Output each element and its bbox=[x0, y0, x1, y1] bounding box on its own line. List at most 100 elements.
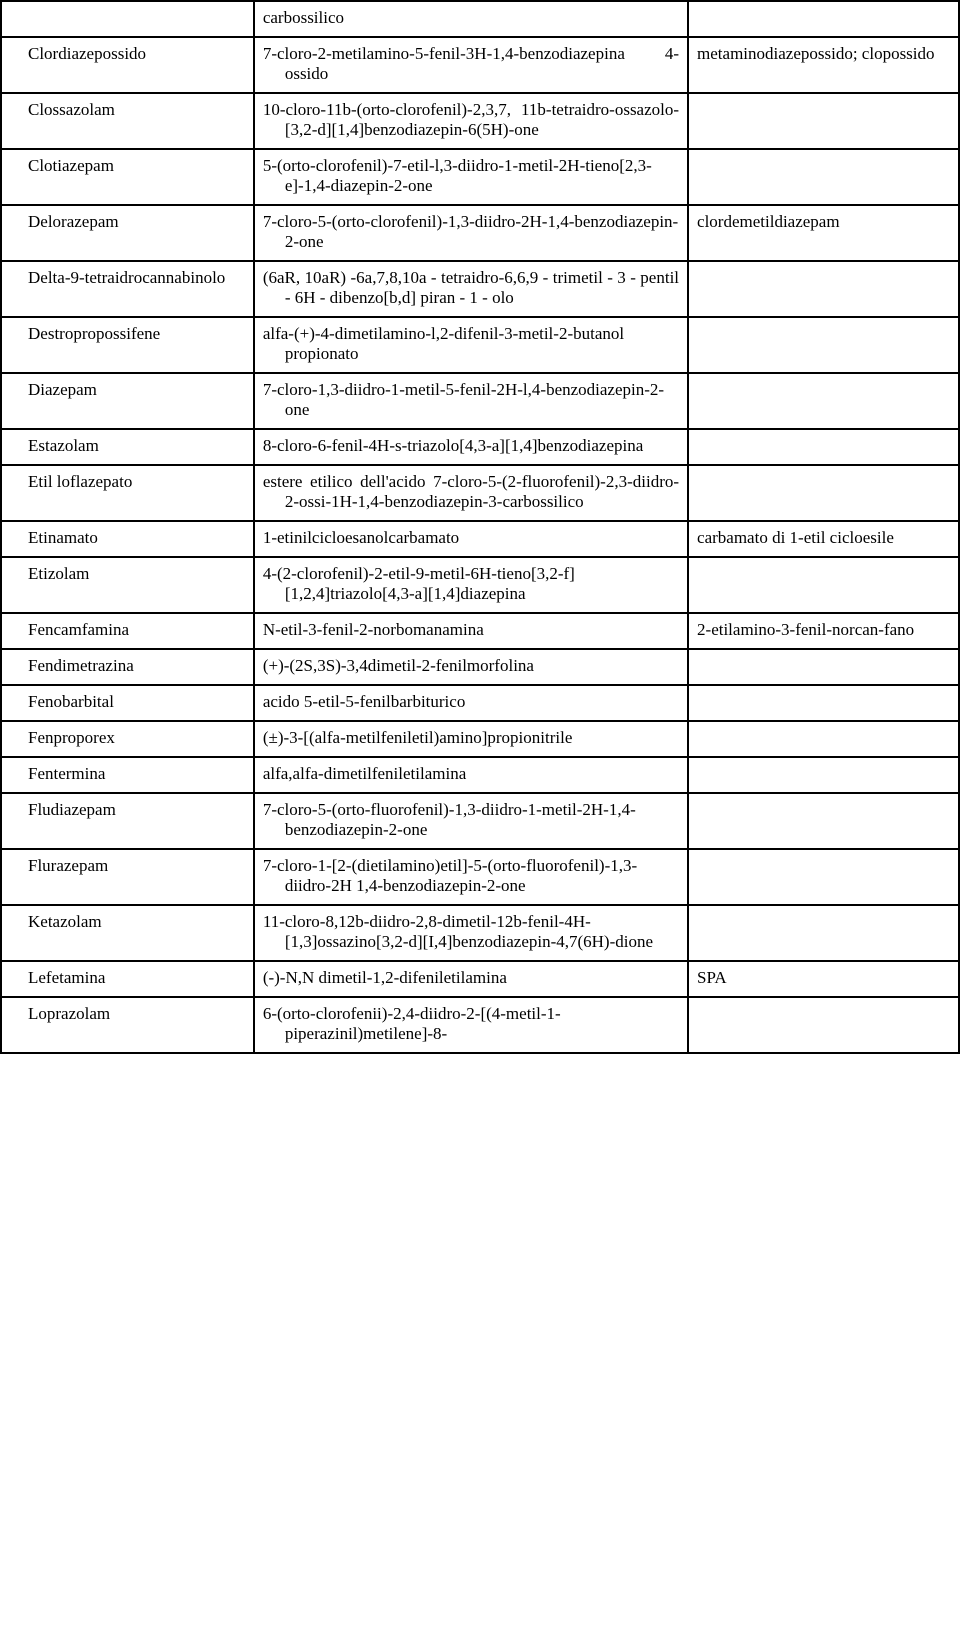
table-row: Fenproporex (±)-3-[(alfa-metilfeniletil)a… bbox=[1, 721, 959, 757]
substance-name: Flurazepam bbox=[10, 856, 245, 876]
substance-name: Fencamfamina bbox=[10, 620, 245, 640]
table-row: Destropropossifene alfa-(+)-4-dimetilamin… bbox=[1, 317, 959, 373]
chemical-name-cell: alfa-(+)-4-dimetilamino-l,2-difenil-3-me… bbox=[254, 317, 688, 373]
substance-name-cell: Etinamato bbox=[1, 521, 254, 557]
chemical-name: (±)-3-[(alfa-metilfeniletil)amino]propio… bbox=[263, 728, 679, 748]
chemical-name: 1-etinilcicloesanolcarbamato bbox=[263, 528, 679, 548]
substance-name-cell: Loprazolam bbox=[1, 997, 254, 1053]
substance-name-cell: Destropropossifene bbox=[1, 317, 254, 373]
substance-name: Fenproporex bbox=[10, 728, 245, 748]
table-row: Etinamato 1-etinilcicloesanolcarbamato car… bbox=[1, 521, 959, 557]
substance-name-cell: Fentermina bbox=[1, 757, 254, 793]
chemical-name: (-)-N,N dimetil-1,2-difeniletilamina bbox=[263, 968, 679, 988]
substance-name-cell: Clordiazepossido bbox=[1, 37, 254, 93]
table-row: Etizolam 4-(2-clorofenil)-2-etil-9-metil-… bbox=[1, 557, 959, 613]
table-row: Lefetamina (-)-N,N dimetil-1,2-difenileti… bbox=[1, 961, 959, 997]
substance-name: Destropropossifene bbox=[10, 324, 245, 344]
chemical-name: 10-cloro-11b-(orto-clorofenil)-2,3,7, 11… bbox=[263, 100, 679, 140]
chemical-name: 7-cloro-2-metilamino-5-fenil-3H-1,4-benz… bbox=[263, 44, 679, 84]
substance-name: Etizolam bbox=[10, 564, 245, 584]
substance-name: Delorazepam bbox=[10, 212, 245, 232]
chemical-name-cell: 7-cloro-1-[2-(dietilamino)etil]-5-(orto-… bbox=[254, 849, 688, 905]
chemical-name-cell: carbossilico bbox=[254, 1, 688, 37]
synonym-cell bbox=[688, 317, 959, 373]
substance-name-cell: Fludiazepam bbox=[1, 793, 254, 849]
synonym-cell bbox=[688, 93, 959, 149]
chemical-name: 8-cloro-6-fenil-4H-s-triazolo[4,3-a][1,4… bbox=[263, 436, 679, 456]
table-row: Delta-9-tetraidrocannabinolo(6aR, 10aR) … bbox=[1, 261, 959, 317]
substance-name-cell: Etil loflazepato bbox=[1, 465, 254, 521]
substance-name: Fendimetrazina bbox=[10, 656, 245, 676]
substance-name: Ketazolam bbox=[10, 912, 245, 932]
chemical-name-cell: 10-cloro-11b-(orto-clorofenil)-2,3,7, 11… bbox=[254, 93, 688, 149]
synonym: carbamato di 1-etil cicloesile bbox=[697, 528, 950, 548]
substance-name: Fenobarbital bbox=[10, 692, 245, 712]
chemical-name: 11-cloro-8,12b-diidro-2,8-dimetil-12b-fe… bbox=[263, 912, 679, 952]
chemical-name-cell: 4-(2-clorofenil)-2-etil-9-metil-6H-tieno… bbox=[254, 557, 688, 613]
chemical-name-cell: 6-(orto-clorofenii)-2,4-diidro-2-[(4-met… bbox=[254, 997, 688, 1053]
table-row: Diazepam7-cloro-1,3-diidro-1-metil-5-fen… bbox=[1, 373, 959, 429]
chemical-name-cell: 7-cloro-5-(orto-clorofenil)-1,3-diidro-2… bbox=[254, 205, 688, 261]
synonym-cell bbox=[688, 557, 959, 613]
chemical-name: 7-cloro-1,3-diidro-1-metil-5-fenil-2H-l,… bbox=[263, 380, 679, 420]
chemical-name: (+)-(2S,3S)-3,4dimetil-2-fenilmorfolina bbox=[263, 656, 679, 676]
substance-name: Etinamato bbox=[10, 528, 245, 548]
chemical-name-cell: 7-cloro-1,3-diidro-1-metil-5-fenil-2H-l,… bbox=[254, 373, 688, 429]
synonym-cell: 2-etilamino-3-fenil-norcan-fano bbox=[688, 613, 959, 649]
substance-name-cell bbox=[1, 1, 254, 37]
chemical-name: estere etilico dell'acido 7-cloro-5-(2-f… bbox=[263, 472, 679, 512]
chemical-name: N-etil-3-fenil-2-norbomanamina bbox=[263, 620, 679, 640]
substance-name: Lefetamina bbox=[10, 968, 245, 988]
chemical-name: 7-cloro-1-[2-(dietilamino)etil]-5-(orto-… bbox=[263, 856, 679, 896]
synonym-cell bbox=[688, 757, 959, 793]
table-row: Estazolam8-cloro-6-fenil-4H-s-triazolo[4… bbox=[1, 429, 959, 465]
table-row: Fenobarbital acido 5-etil-5-fenilbarbitur… bbox=[1, 685, 959, 721]
chemical-name: 5-(orto-clorofenil)-7-etil-l,3-diidro-1-… bbox=[263, 156, 679, 196]
chemical-name-cell: 7-cloro-5-(orto-fluorofenil)-1,3-diidro-… bbox=[254, 793, 688, 849]
synonym-cell bbox=[688, 261, 959, 317]
substance-name-cell: Fencamfamina bbox=[1, 613, 254, 649]
synonym-cell bbox=[688, 465, 959, 521]
chemical-name-cell: 5-(orto-clorofenil)-7-etil-l,3-diidro-1-… bbox=[254, 149, 688, 205]
synonym-cell bbox=[688, 429, 959, 465]
substance-name: Fentermina bbox=[10, 764, 245, 784]
synonym-cell bbox=[688, 721, 959, 757]
synonym-cell: clordemetildiazepam bbox=[688, 205, 959, 261]
chemical-name: acido 5-etil-5-fenilbarbiturico bbox=[263, 692, 679, 712]
substance-name-cell: Fenobarbital bbox=[1, 685, 254, 721]
substance-name-cell: Clotiazepam bbox=[1, 149, 254, 205]
substance-name-cell: Diazepam bbox=[1, 373, 254, 429]
substance-name-cell: Etizolam bbox=[1, 557, 254, 613]
table-row: Clordiazepossido 7-cloro-2-metilamino-5-f… bbox=[1, 37, 959, 93]
table-row: Etil loflazepato estere etilico dell'acid… bbox=[1, 465, 959, 521]
table-row: Fencamfamina N-etil-3-fenil-2-norbomanami… bbox=[1, 613, 959, 649]
substance-name: Loprazolam bbox=[10, 1004, 245, 1024]
chemical-name-cell: 7-cloro-2-metilamino-5-fenil-3H-1,4-benz… bbox=[254, 37, 688, 93]
chemical-name: alfa-(+)-4-dimetilamino-l,2-difenil-3-me… bbox=[263, 324, 679, 364]
table-row: Fludiazepam 7-cloro-5-(orto-fluorofenil)-… bbox=[1, 793, 959, 849]
substance-name: Etil loflazepato bbox=[10, 472, 245, 492]
substance-name-cell: Fendimetrazina bbox=[1, 649, 254, 685]
chemical-name: alfa,alfa-dimetilfeniletilamina bbox=[263, 764, 679, 784]
synonym: clordemetildiazepam bbox=[697, 212, 950, 232]
synonym-cell bbox=[688, 149, 959, 205]
chemical-name-cell: 11-cloro-8,12b-diidro-2,8-dimetil-12b-fe… bbox=[254, 905, 688, 961]
table-row: Delorazepam 7-cloro-5-(orto-clorofenil)-1… bbox=[1, 205, 959, 261]
chemical-name-cell: N-etil-3-fenil-2-norbomanamina bbox=[254, 613, 688, 649]
table-row: Loprazolam 6-(orto-clorofenii)-2,4-diidro… bbox=[1, 997, 959, 1053]
substance-name-cell: Fenproporex bbox=[1, 721, 254, 757]
synonym-cell bbox=[688, 373, 959, 429]
substance-name-cell: Delorazepam bbox=[1, 205, 254, 261]
substances-table: carbossilico Clordiazepossido 7-cloro-2-me… bbox=[0, 0, 960, 1054]
chemical-name: 7-cloro-5-(orto-fluorofenil)-1,3-diidro-… bbox=[263, 800, 679, 840]
substance-name: Clordiazepossido bbox=[10, 44, 245, 64]
substance-name-cell: Flurazepam bbox=[1, 849, 254, 905]
chemical-name: 4-(2-clorofenil)-2-etil-9-metil-6H-tieno… bbox=[263, 564, 679, 604]
chemical-name-cell: (-)-N,N dimetil-1,2-difeniletilamina bbox=[254, 961, 688, 997]
table-row: Ketazolam 11-cloro-8,12b-diidro-2,8-dimet… bbox=[1, 905, 959, 961]
synonym-cell: SPA bbox=[688, 961, 959, 997]
synonym: SPA bbox=[697, 968, 950, 988]
substance-name: Fludiazepam bbox=[10, 800, 245, 820]
chemical-name-cell: (+)-(2S,3S)-3,4dimetil-2-fenilmorfolina bbox=[254, 649, 688, 685]
synonym-cell bbox=[688, 997, 959, 1053]
